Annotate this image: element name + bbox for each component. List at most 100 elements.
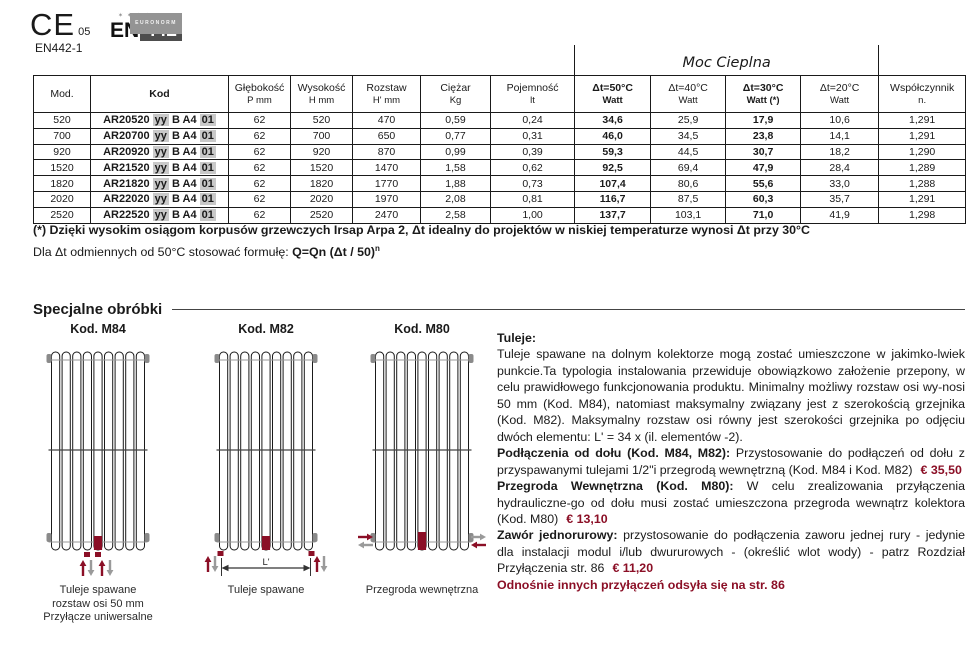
cell-mod: 1520 (33, 159, 91, 177)
cell-mod: 520 (33, 112, 91, 129)
cell-value: 0,73 (489, 175, 576, 192)
cell-value: 700 (290, 127, 353, 145)
footnote: (*) Dzięki wysokim osiągom korpusów grze… (33, 221, 943, 261)
column-header: Pojemność lt (489, 75, 576, 113)
cell-value: 60,3 (725, 190, 802, 208)
cell-value: 650 (352, 127, 421, 145)
table-row: 1820 AR21820 yy B A4 01 62 1820 1770 1,88 0,73… (33, 175, 967, 192)
en-logo-badge: EURONORM 442 (130, 13, 182, 41)
text-paragraph: Zawór jednorurowy: przystosowanie do pod… (497, 528, 965, 576)
figure-label-m82: Kod. M82 (238, 322, 294, 336)
radiator-diagram-m84-icon (46, 351, 150, 576)
cell-value: 71,0 (725, 206, 802, 224)
cell-value: 87,5 (650, 190, 727, 208)
cell-value: 55,6 (725, 175, 802, 192)
column-header: Mod. (33, 75, 91, 113)
group-spacer (879, 45, 966, 76)
figure-m80: Kod. M80 Przegroda wewnętrzna (352, 322, 492, 598)
text-paragraph: Przegroda Wewnętrzna (Kod. M80): W celu … (497, 479, 965, 526)
column-header: Wysokość H mm (290, 75, 353, 113)
cell-value: 1,291 (878, 112, 967, 129)
cell-value: 62 (228, 190, 291, 208)
cell-value: 2470 (352, 206, 421, 224)
ce-number: 05 (78, 26, 91, 38)
cell-value: 103,1 (650, 206, 727, 224)
figure-label-m84: Kod. M84 (70, 322, 126, 336)
group-header-moc-cieplna: Moc Cieplna (574, 45, 880, 76)
cell-value: 1770 (352, 175, 421, 192)
table-row: 700 AR20700 yy B A4 01 62 700 650 0,77 0,31 46,… (33, 127, 967, 145)
tuleje-heading: Tuleje: (497, 331, 537, 345)
cell-mod: 2520 (33, 206, 91, 224)
cell-value: 62 (228, 127, 291, 145)
cell-value: 28,4 (800, 159, 880, 177)
cell-value: 1,88 (420, 175, 491, 192)
cell-value: 62 (228, 159, 291, 177)
cell-value: 62 (228, 143, 291, 161)
cell-value: 62 (228, 206, 291, 224)
radiator-diagram-m82-icon: L' (204, 351, 328, 576)
cell-value: 137,7 (574, 206, 652, 224)
cell-value: 1,288 (878, 175, 967, 192)
footnote-line2: Dla Δt odmiennych od 50°C stosować formu… (33, 240, 943, 262)
figure-m82: Kod. M82 L' Tuleje spawane (196, 322, 336, 598)
cell-value: 47,9 (725, 159, 802, 177)
text-paragraph: Podłączenia od dołu (Kod. M84, M82): Prz… (497, 446, 965, 477)
table-row: 2020 AR22020 yy B A4 01 62 2020 1970 2,08 0,81… (33, 190, 967, 208)
cell-value: 1520 (290, 159, 353, 177)
footnote-formula: Q=Qn (Δt / 50) (292, 244, 376, 259)
column-header: Δt=30°C Watt (*) (725, 75, 802, 113)
cell-value: 0,77 (420, 127, 491, 145)
cell-value: 1,298 (878, 206, 967, 224)
cell-value: 80,6 (650, 175, 727, 192)
cell-value: 920 (290, 143, 353, 161)
ce-certification: CE 05 EN442-1 (30, 9, 91, 55)
cell-value: 17,9 (725, 112, 802, 129)
cell-mod: 920 (33, 143, 91, 161)
cell-kod: AR22020 yy B A4 01 (90, 190, 229, 208)
cell-value: 1,58 (420, 159, 491, 177)
footnote-formula-exponent: n (375, 243, 380, 253)
table-row: 1520 AR21520 yy B A4 01 62 1520 1470 1,58 0,62… (33, 159, 967, 177)
cell-value: 33,0 (800, 175, 880, 192)
cell-kod: AR20520 yy B A4 01 (90, 112, 229, 129)
cell-value: 1470 (352, 159, 421, 177)
figure-m84: Kod. M84 Tuleje spawane rozstaw osi 50 mm… (28, 322, 168, 625)
cell-value: 1820 (290, 175, 353, 192)
figure-caption-m82: Tuleje spawane (227, 584, 305, 596)
cell-value: 44,5 (650, 143, 727, 161)
paragraph-container: Tuleje spawane na dolnym kolektorze mogą… (497, 346, 965, 593)
cell-value: 116,7 (574, 190, 652, 208)
en442-logo: ✶✶✶✶ EN EURONORM 442 (110, 12, 182, 41)
cell-value: 1,291 (878, 127, 967, 145)
cell-value: 10,6 (800, 112, 880, 129)
text-paragraph: Odnośnie innych przyłączeń odsyła się na… (497, 577, 785, 592)
cell-value: 0,81 (489, 190, 576, 208)
column-header: Ciężar Kg (420, 75, 491, 113)
cell-value: 14,1 (800, 127, 880, 145)
cell-value: 0,99 (420, 143, 491, 161)
cell-value: 69,4 (650, 159, 727, 177)
figure-label-m80: Kod. M80 (394, 322, 450, 336)
cell-value: 62 (228, 175, 291, 192)
cell-value: 34,5 (650, 127, 727, 145)
cell-value: 2020 (290, 190, 353, 208)
cell-value: 34,6 (574, 112, 652, 129)
cell-value: 0,39 (489, 143, 576, 161)
column-header: Rozstaw H' mm (352, 75, 421, 113)
cell-kod: AR21520 yy B A4 01 (90, 159, 229, 177)
section-rule (172, 309, 965, 310)
cell-value: 41,9 (800, 206, 880, 224)
cell-mod: 1820 (33, 175, 91, 192)
cell-value: 0,24 (489, 112, 576, 129)
cell-value: 1,290 (878, 143, 967, 161)
text-paragraph: Tuleje spawane na dolnym kolektorze mogą… (497, 347, 965, 444)
cell-value: 1,00 (489, 206, 576, 224)
cell-value: 18,2 (800, 143, 880, 161)
column-header: Głębokość P mm (228, 75, 291, 113)
figure-caption-m80: Przegroda wewnętrzna (365, 584, 479, 596)
figure-caption-m84: Tuleje spawane rozstaw osi 50 mm Przyłącze… (43, 584, 153, 623)
table-row: 920 AR20920 yy B A4 01 62 920 870 0,99 0,39 59,… (33, 143, 967, 161)
column-header: Δt=20°C Watt (800, 75, 880, 113)
